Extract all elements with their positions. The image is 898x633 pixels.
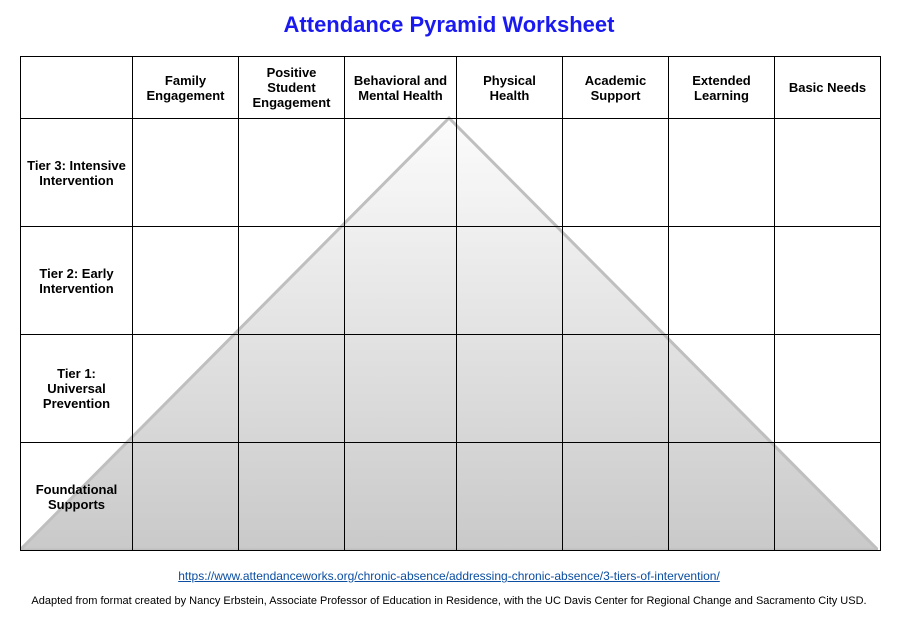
worksheet-cell — [133, 227, 239, 335]
worksheet-cell — [133, 119, 239, 227]
table-header-row: Family EngagementPositive Student Engage… — [21, 57, 881, 119]
worksheet-cell — [239, 227, 345, 335]
worksheet-cell — [775, 227, 881, 335]
worksheet-cell — [775, 335, 881, 443]
worksheet-cell — [133, 443, 239, 551]
source-link[interactable]: https://www.attendanceworks.org/chronic-… — [178, 569, 720, 583]
worksheet-cell — [669, 335, 775, 443]
worksheet-cell — [239, 119, 345, 227]
row-label: Tier 2: Early Intervention — [21, 227, 133, 335]
worksheet-cell — [563, 227, 669, 335]
header-cell: Academic Support — [563, 57, 669, 119]
header-cell: Basic Needs — [775, 57, 881, 119]
worksheet-page: Attendance Pyramid Worksheet Family Enga… — [0, 0, 898, 633]
worksheet-cell — [669, 119, 775, 227]
row-label: Tier 3: Intensive Intervention — [21, 119, 133, 227]
worksheet-cell — [775, 443, 881, 551]
worksheet-cell — [345, 119, 457, 227]
worksheet-cell — [133, 335, 239, 443]
row-label: Foundational Supports — [21, 443, 133, 551]
worksheet-cell — [669, 443, 775, 551]
worksheet-cell — [457, 443, 563, 551]
header-cell-blank — [21, 57, 133, 119]
worksheet-cell — [563, 443, 669, 551]
table-row: Tier 1: Universal Prevention — [21, 335, 881, 443]
worksheet-cell — [345, 227, 457, 335]
worksheet-cell — [775, 119, 881, 227]
table-row: Tier 2: Early Intervention — [21, 227, 881, 335]
worksheet-cell — [457, 119, 563, 227]
credit-line: Adapted from format created by Nancy Erb… — [20, 595, 878, 607]
header-cell: Behavioral and Mental Health — [345, 57, 457, 119]
header-cell: Extended Learning — [669, 57, 775, 119]
table-row: Tier 3: Intensive Intervention — [21, 119, 881, 227]
table-row: Foundational Supports — [21, 443, 881, 551]
row-label: Tier 1: Universal Prevention — [21, 335, 133, 443]
worksheet-cell — [563, 119, 669, 227]
header-cell: Positive Student Engagement — [239, 57, 345, 119]
worksheet-cell — [669, 227, 775, 335]
page-title: Attendance Pyramid Worksheet — [20, 12, 878, 38]
worksheet-cell — [345, 335, 457, 443]
table-container: Family EngagementPositive Student Engage… — [20, 56, 878, 551]
header-cell: Physical Health — [457, 57, 563, 119]
worksheet-table: Family EngagementPositive Student Engage… — [20, 56, 881, 551]
worksheet-cell — [457, 335, 563, 443]
worksheet-cell — [239, 335, 345, 443]
worksheet-cell — [563, 335, 669, 443]
header-cell: Family Engagement — [133, 57, 239, 119]
worksheet-cell — [239, 443, 345, 551]
worksheet-cell — [345, 443, 457, 551]
worksheet-cell — [457, 227, 563, 335]
source-link-line: https://www.attendanceworks.org/chronic-… — [20, 567, 878, 585]
